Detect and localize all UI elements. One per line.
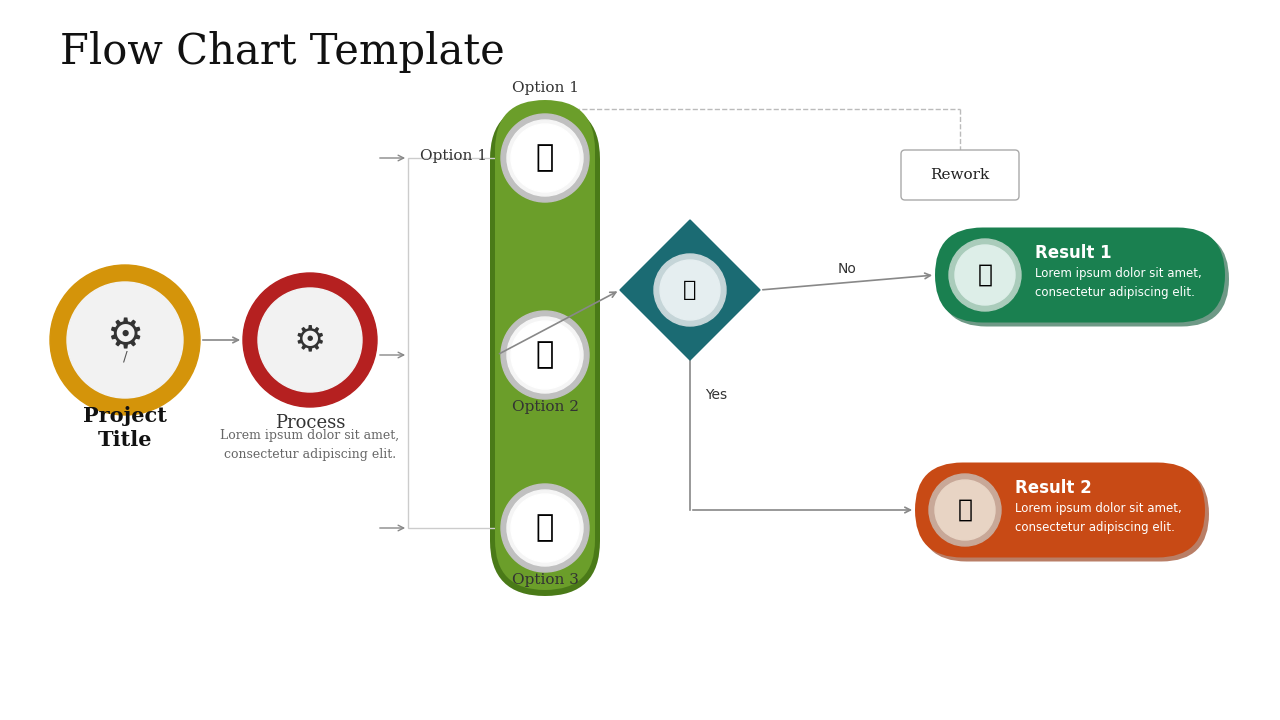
Text: Flow Chart Template: Flow Chart Template (60, 31, 504, 73)
FancyBboxPatch shape (919, 467, 1210, 562)
Text: Option 3: Option 3 (512, 573, 579, 587)
Text: Option 1: Option 1 (420, 149, 486, 163)
Text: Rework: Rework (931, 168, 989, 182)
Circle shape (511, 494, 579, 562)
Circle shape (948, 239, 1021, 311)
Circle shape (259, 288, 362, 392)
Circle shape (654, 254, 726, 326)
Polygon shape (620, 220, 760, 360)
Text: /: / (123, 349, 127, 363)
Text: Lorem ipsum dolor sit amet,
consectetur adipiscing elit.: Lorem ipsum dolor sit amet, consectetur … (1015, 502, 1181, 534)
FancyBboxPatch shape (490, 104, 600, 596)
Text: 📋: 📋 (978, 263, 992, 287)
Text: 🗒: 🗒 (536, 143, 554, 173)
Text: Yes: Yes (705, 388, 727, 402)
Text: Option 1: Option 1 (512, 81, 579, 95)
Text: 🗒: 🗒 (684, 280, 696, 300)
Circle shape (929, 474, 1001, 546)
Text: Option 2: Option 2 (512, 400, 579, 414)
Circle shape (934, 480, 995, 540)
FancyBboxPatch shape (934, 228, 1225, 323)
Text: 🗒: 🗒 (536, 341, 554, 369)
Text: Lorem ipsum dolor sit amet,
consectetur adipiscing elit.: Lorem ipsum dolor sit amet, consectetur … (220, 429, 399, 461)
Circle shape (500, 484, 589, 572)
Bar (408, 158, 497, 528)
FancyBboxPatch shape (495, 100, 595, 590)
Text: 📋: 📋 (957, 498, 973, 522)
Circle shape (511, 124, 579, 192)
Text: ⚙: ⚙ (106, 315, 143, 357)
FancyBboxPatch shape (915, 462, 1204, 557)
Circle shape (500, 311, 589, 399)
Text: Result 1: Result 1 (1036, 244, 1111, 262)
Text: ⚙: ⚙ (294, 323, 326, 357)
Circle shape (660, 260, 719, 320)
Text: Result 2: Result 2 (1015, 479, 1092, 497)
Circle shape (507, 490, 582, 566)
FancyBboxPatch shape (901, 150, 1019, 200)
Circle shape (50, 265, 200, 415)
FancyBboxPatch shape (940, 232, 1229, 326)
Circle shape (507, 120, 582, 196)
Circle shape (955, 245, 1015, 305)
Text: No: No (838, 262, 856, 276)
Text: 🗒: 🗒 (536, 513, 554, 542)
Circle shape (67, 282, 183, 398)
Circle shape (500, 114, 589, 202)
Text: Process: Process (275, 414, 346, 432)
Circle shape (507, 317, 582, 393)
Text: Project
Title: Project Title (83, 405, 166, 451)
Circle shape (243, 273, 378, 407)
Circle shape (511, 321, 579, 389)
Text: Lorem ipsum dolor sit amet,
consectetur adipiscing elit.: Lorem ipsum dolor sit amet, consectetur … (1036, 267, 1202, 299)
